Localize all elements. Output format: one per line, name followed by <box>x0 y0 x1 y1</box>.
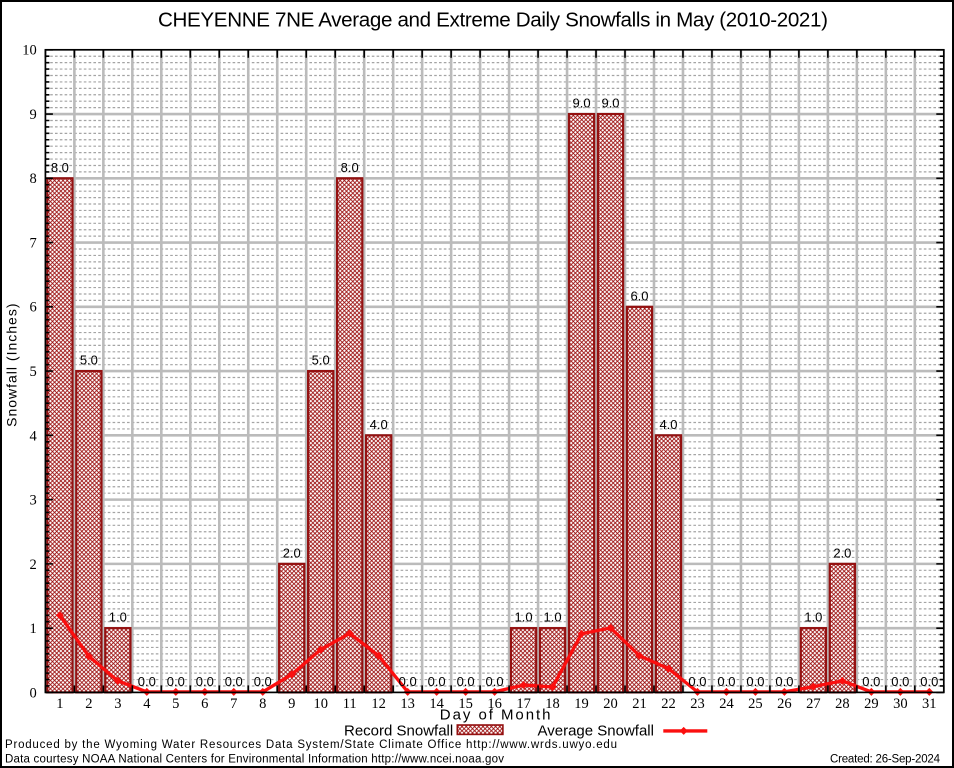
svg-text:20: 20 <box>603 696 618 712</box>
svg-text:2.0: 2.0 <box>833 545 851 560</box>
svg-text:29: 29 <box>864 696 879 712</box>
svg-text:23: 23 <box>690 696 705 712</box>
svg-text:Average Snowfall: Average Snowfall <box>538 723 654 740</box>
svg-text:9.0: 9.0 <box>601 96 619 111</box>
svg-text:14: 14 <box>429 696 444 712</box>
svg-text:0.0: 0.0 <box>688 674 706 689</box>
svg-text:0.0: 0.0 <box>167 674 185 689</box>
svg-text:0.0: 0.0 <box>775 674 793 689</box>
svg-text:1.0: 1.0 <box>804 610 822 625</box>
svg-text:24: 24 <box>719 696 734 712</box>
svg-text:Snowfall (Inches): Snowfall (Inches) <box>4 303 20 427</box>
svg-text:CHEYENNE 7NE Average and Extre: CHEYENNE 7NE Average and Extreme Daily S… <box>158 9 828 32</box>
svg-text:18: 18 <box>545 696 560 712</box>
svg-text:1.0: 1.0 <box>515 610 533 625</box>
svg-text:4.0: 4.0 <box>659 417 677 432</box>
svg-text:11: 11 <box>343 696 357 712</box>
svg-text:26: 26 <box>777 696 792 712</box>
svg-text:16: 16 <box>487 696 502 712</box>
svg-text:0.0: 0.0 <box>225 674 243 689</box>
svg-text:0: 0 <box>30 685 37 701</box>
svg-text:4: 4 <box>143 696 151 712</box>
svg-text:0.0: 0.0 <box>138 674 156 689</box>
svg-text:0.0: 0.0 <box>920 674 938 689</box>
svg-text:30: 30 <box>893 696 908 712</box>
svg-text:6.0: 6.0 <box>630 288 648 303</box>
svg-text:Produced by the Wyoming Water: Produced by the Wyoming Water Resources … <box>5 739 617 751</box>
svg-text:8.0: 8.0 <box>51 160 69 175</box>
svg-text:5: 5 <box>172 696 179 712</box>
svg-text:2: 2 <box>85 696 92 712</box>
svg-text:2.0: 2.0 <box>283 545 301 560</box>
svg-text:3: 3 <box>30 493 37 509</box>
svg-text:0.0: 0.0 <box>428 674 446 689</box>
svg-text:15: 15 <box>458 696 473 712</box>
svg-text:12: 12 <box>371 696 386 712</box>
svg-text:28: 28 <box>835 696 850 712</box>
svg-text:9.0: 9.0 <box>573 96 591 111</box>
svg-text:0.0: 0.0 <box>891 674 909 689</box>
svg-text:31: 31 <box>922 696 937 712</box>
svg-text:13: 13 <box>400 696 415 712</box>
svg-text:0.0: 0.0 <box>457 674 475 689</box>
svg-text:Data courtesy NOAA National Ce: Data courtesy NOAA National Centers for … <box>5 753 504 765</box>
svg-text:27: 27 <box>806 696 821 712</box>
svg-text:17: 17 <box>516 696 531 712</box>
svg-text:5.0: 5.0 <box>80 353 98 368</box>
svg-text:0.0: 0.0 <box>746 674 764 689</box>
svg-text:10: 10 <box>313 696 328 712</box>
svg-text:Created: 26-Sep-2024: Created: 26-Sep-2024 <box>830 753 941 765</box>
svg-text:8: 8 <box>30 171 37 187</box>
svg-text:0.0: 0.0 <box>486 674 504 689</box>
svg-text:0.0: 0.0 <box>717 674 735 689</box>
svg-text:19: 19 <box>574 696 589 712</box>
svg-text:Record Snowfall: Record Snowfall <box>344 723 453 740</box>
svg-text:3: 3 <box>114 696 121 712</box>
svg-text:25: 25 <box>748 696 763 712</box>
svg-text:6: 6 <box>30 300 37 316</box>
svg-text:0.0: 0.0 <box>254 674 272 689</box>
svg-text:10: 10 <box>22 43 37 59</box>
svg-text:9: 9 <box>30 107 37 123</box>
svg-text:2: 2 <box>30 557 37 573</box>
svg-text:0.0: 0.0 <box>399 674 417 689</box>
svg-text:0.0: 0.0 <box>862 674 880 689</box>
svg-text:22: 22 <box>661 696 676 712</box>
svg-text:8.0: 8.0 <box>341 160 359 175</box>
svg-text:6: 6 <box>201 696 208 712</box>
svg-text:4.0: 4.0 <box>370 417 388 432</box>
svg-text:7: 7 <box>230 696 237 712</box>
svg-text:8: 8 <box>259 696 266 712</box>
svg-text:Day of Month: Day of Month <box>440 706 553 723</box>
svg-text:5: 5 <box>30 364 37 380</box>
svg-text:5.0: 5.0 <box>312 353 330 368</box>
svg-text:9: 9 <box>288 696 295 712</box>
svg-text:1: 1 <box>30 621 37 637</box>
svg-text:4: 4 <box>30 428 38 444</box>
svg-text:1: 1 <box>56 696 63 712</box>
svg-text:1.0: 1.0 <box>109 610 127 625</box>
svg-text:0.0: 0.0 <box>196 674 214 689</box>
svg-text:7: 7 <box>30 235 37 251</box>
svg-text:1.0: 1.0 <box>544 610 562 625</box>
svg-text:21: 21 <box>632 696 647 712</box>
